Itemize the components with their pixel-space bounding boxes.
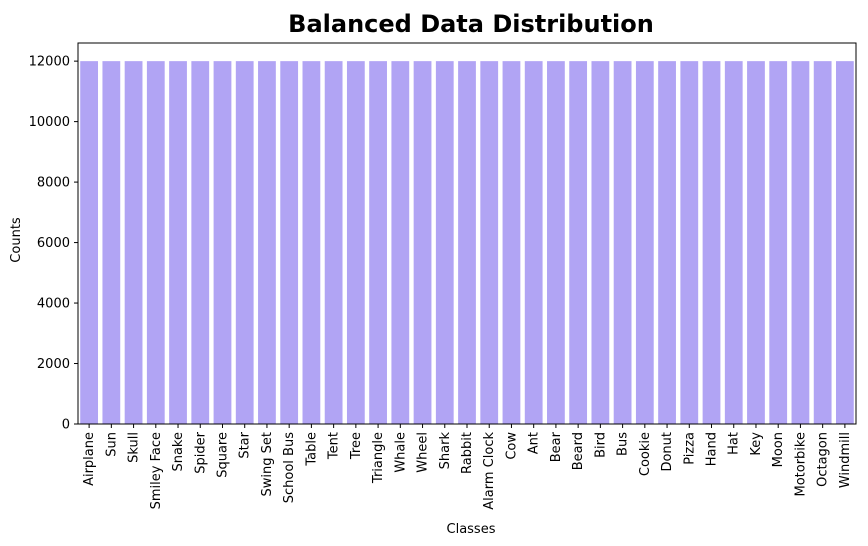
bar-moon: [769, 61, 788, 425]
x-tick-label: Alarm Clock: [482, 432, 497, 510]
x-tick-label: School Bus: [282, 432, 297, 503]
bar-tree: [346, 61, 365, 425]
bar-windmill: [835, 61, 854, 425]
y-tick-label: 6000: [37, 236, 70, 251]
x-axis-label: Classes: [447, 522, 496, 537]
x-tick-label: Motorbike: [793, 432, 808, 497]
bar-triangle: [369, 61, 387, 425]
bar-motorbike: [791, 61, 810, 425]
x-tick-label: Snake: [171, 432, 186, 472]
bar-ant: [524, 61, 543, 425]
bar-square: [213, 61, 232, 425]
x-axis: Airplane Sun Skull Smiley Face Snake Spider Sq…: [82, 424, 853, 510]
x-tick-label: Beard: [571, 432, 586, 470]
bar-alarm-clock: [480, 61, 499, 425]
bar-cow: [502, 61, 521, 425]
x-tick-label: Octagon: [816, 432, 831, 487]
x-tick-label: Pizza: [682, 432, 697, 465]
bar-whale: [391, 61, 410, 425]
x-tick-label: Table: [304, 432, 319, 467]
bar-bear: [547, 61, 565, 425]
x-tick-label: Sun: [104, 432, 119, 457]
x-tick-label: Swing Set: [260, 432, 275, 496]
y-tick-label: 0: [62, 418, 70, 433]
bar-bus: [613, 61, 632, 425]
bar-smiley-face: [146, 61, 165, 425]
y-tick-label: 10000: [29, 115, 70, 130]
y-axis: 0 2000 4000 6000 8000 10000 12000: [29, 55, 78, 433]
bar-tent: [324, 61, 343, 425]
x-tick-label: Skull: [127, 432, 142, 463]
bar-sun: [102, 61, 121, 425]
y-tick-label: 4000: [37, 297, 70, 312]
x-tick-label: Star: [238, 431, 253, 458]
bar-wheel: [413, 61, 432, 425]
bar-pizza: [680, 61, 699, 425]
y-tick-label: 8000: [37, 176, 70, 191]
x-tick-label: Ant: [527, 432, 542, 454]
x-tick-label: Wheel: [416, 432, 431, 473]
x-tick-label: Tree: [349, 432, 364, 460]
x-tick-label: Square: [215, 432, 230, 478]
bar-key: [747, 61, 765, 425]
x-tick-label: Windmill: [838, 432, 853, 488]
x-tick-label: Spider: [193, 431, 208, 473]
x-tick-label: Hat: [727, 432, 742, 455]
bar-beard: [569, 61, 588, 425]
bar-bird: [591, 61, 610, 425]
bar-star: [235, 61, 254, 425]
x-tick-label: Bear: [549, 431, 564, 462]
bar-rabbit: [458, 61, 476, 425]
bar-airplane: [80, 61, 99, 425]
x-tick-label: Rabbit: [460, 432, 475, 474]
x-tick-label: Cookie: [638, 432, 653, 476]
bar-skull: [124, 61, 143, 425]
y-tick-label: 2000: [37, 357, 70, 372]
bar-spider: [191, 61, 210, 425]
bar-shark: [435, 61, 454, 425]
x-tick-label: Bird: [593, 432, 608, 458]
bar-table: [302, 61, 321, 425]
bar-swing-set: [258, 61, 276, 425]
bar-hand: [702, 61, 721, 425]
x-tick-label: Hand: [705, 432, 720, 466]
x-tick-label: Moon: [771, 432, 786, 467]
x-tick-label: Airplane: [82, 432, 97, 486]
x-tick-label: Whale: [393, 432, 408, 473]
x-tick-label: Smiley Face: [149, 432, 164, 509]
x-tick-label: Donut: [660, 432, 675, 472]
bar-donut: [658, 61, 676, 425]
bar-snake: [169, 61, 187, 425]
bar-cookie: [635, 61, 654, 425]
chart-title: Balanced Data Distribution: [288, 10, 654, 38]
x-tick-label: Triangle: [371, 432, 386, 484]
x-tick-label: Bus: [616, 432, 631, 456]
x-tick-label: Tent: [327, 432, 342, 460]
bars-group: [80, 61, 854, 425]
x-tick-label: Key: [749, 432, 764, 456]
y-axis-label: Counts: [9, 217, 24, 263]
x-tick-label: Shark: [438, 432, 453, 470]
x-tick-label: Cow: [504, 432, 519, 460]
bar-hat: [724, 61, 743, 425]
bar-school-bus: [280, 61, 299, 425]
bar-octagon: [813, 61, 832, 425]
y-tick-label: 12000: [29, 55, 70, 70]
